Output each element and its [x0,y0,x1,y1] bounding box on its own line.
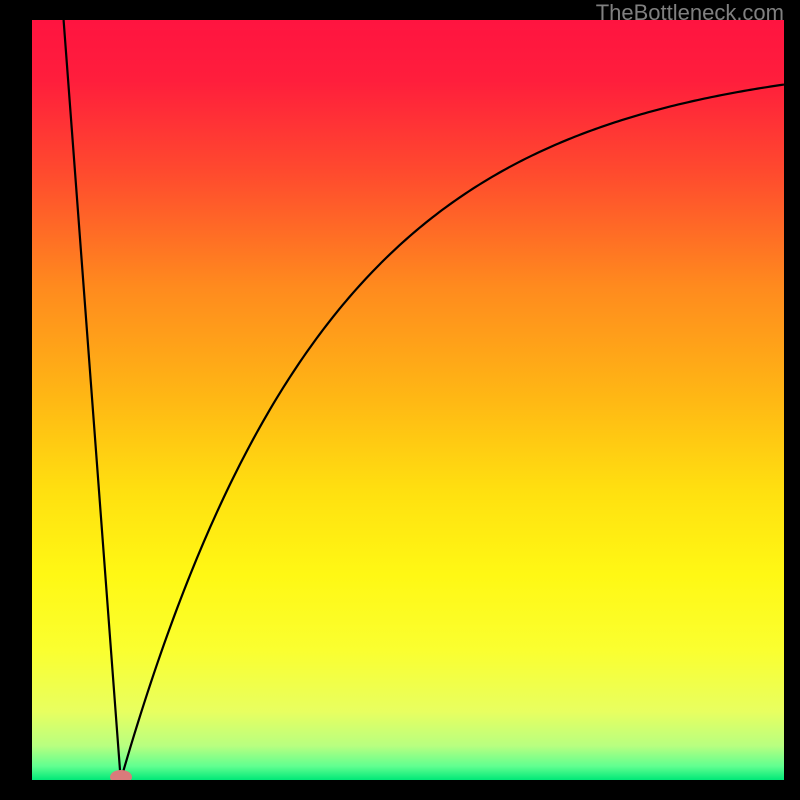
optimal-point-marker [110,770,132,780]
chart-plot-area [32,20,784,780]
watermark-text: TheBottleneck.com [596,0,784,26]
chart-outer-frame: TheBottleneck.com [0,0,800,800]
bottleneck-curve [32,20,784,780]
curve-path [64,20,784,780]
